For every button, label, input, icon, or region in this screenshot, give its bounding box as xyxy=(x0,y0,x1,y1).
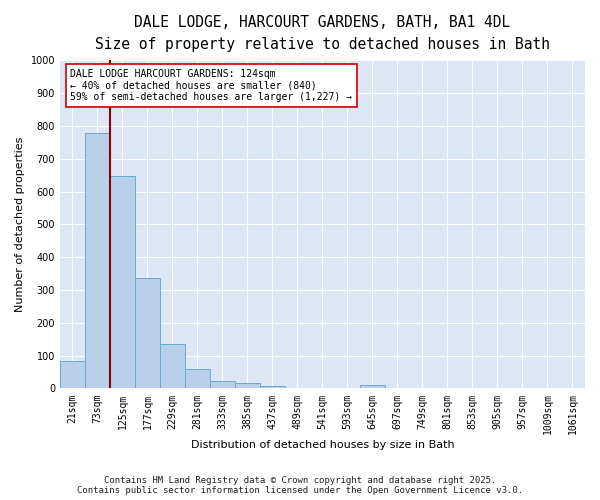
X-axis label: Distribution of detached houses by size in Bath: Distribution of detached houses by size … xyxy=(191,440,454,450)
Bar xyxy=(235,382,260,388)
Bar xyxy=(135,278,160,388)
Text: Contains HM Land Registry data © Crown copyright and database right 2025.
Contai: Contains HM Land Registry data © Crown c… xyxy=(77,476,523,495)
Bar xyxy=(185,369,210,388)
Bar xyxy=(260,386,285,388)
Text: DALE LODGE HARCOURT GARDENS: 124sqm
← 40% of detached houses are smaller (840)
5: DALE LODGE HARCOURT GARDENS: 124sqm ← 40… xyxy=(70,68,352,102)
Bar xyxy=(110,176,135,388)
Y-axis label: Number of detached properties: Number of detached properties xyxy=(15,136,25,312)
Bar xyxy=(360,385,385,388)
Bar xyxy=(210,381,235,388)
Bar xyxy=(85,132,110,388)
Bar xyxy=(60,360,85,388)
Bar xyxy=(160,344,185,389)
Title: DALE LODGE, HARCOURT GARDENS, BATH, BA1 4DL
Size of property relative to detache: DALE LODGE, HARCOURT GARDENS, BATH, BA1 … xyxy=(95,15,550,52)
